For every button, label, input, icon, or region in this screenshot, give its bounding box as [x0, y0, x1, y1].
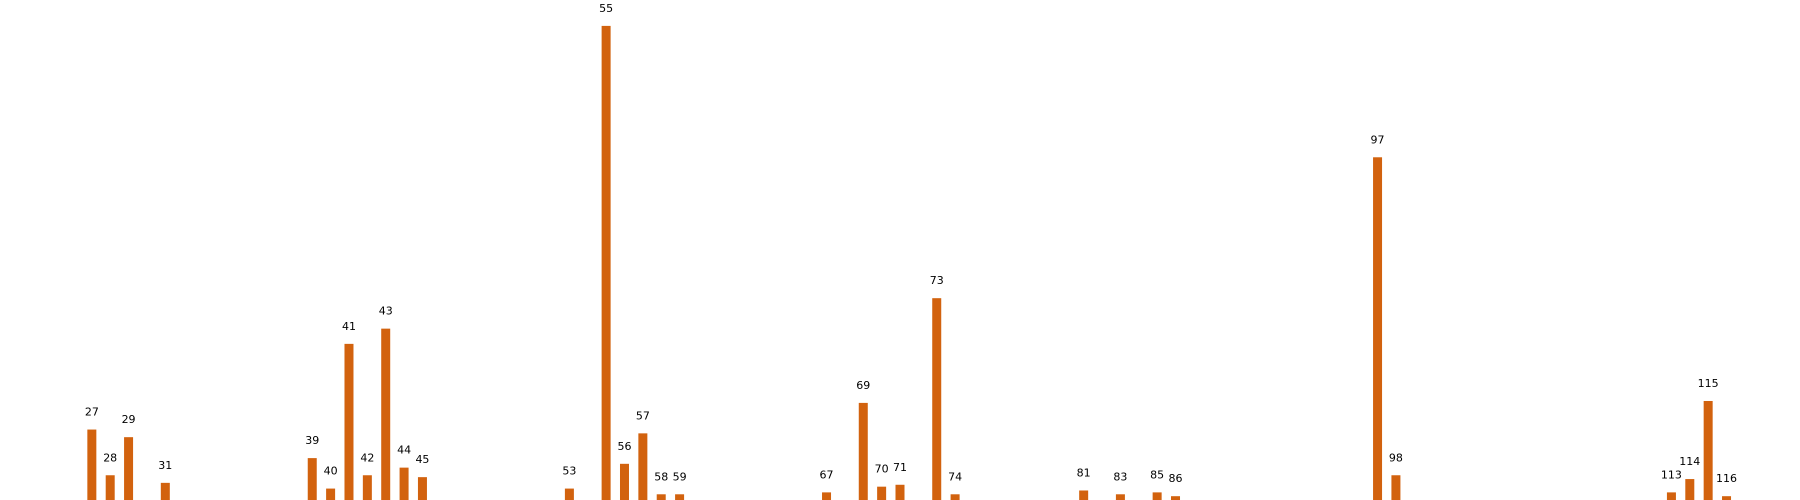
bar-label-42: 42: [360, 451, 374, 464]
bar-label-86: 86: [1169, 472, 1183, 485]
bar-label-113: 113: [1661, 468, 1682, 481]
bar-label-40: 40: [324, 465, 338, 478]
bar-27: [87, 429, 97, 500]
bar-28: [105, 475, 115, 500]
bar-58: [656, 494, 666, 500]
bar-label-45: 45: [415, 453, 429, 466]
bar-71: [895, 484, 905, 500]
bar-label-39: 39: [305, 434, 319, 447]
bar-labels-layer: 27 28 29 31 39 40 41 42 43 44 45 53 55 56 57 58 59 67 69 70…: [85, 2, 1737, 485]
bar-55: [601, 25, 611, 500]
bar-45: [417, 477, 427, 500]
bar-67: [822, 492, 832, 500]
bar-label-70: 70: [875, 463, 889, 476]
bar-114: [1685, 479, 1695, 500]
bar-label-116: 116: [1716, 472, 1737, 485]
bar-73: [932, 298, 942, 500]
bar-label-74: 74: [948, 470, 962, 483]
bar-41: [344, 343, 354, 500]
bar-label-55: 55: [599, 2, 613, 15]
bar-label-57: 57: [636, 409, 650, 422]
bar-label-56: 56: [617, 440, 631, 453]
bar-98: [1391, 475, 1401, 500]
bar-label-59: 59: [673, 470, 687, 483]
bar-label-31: 31: [158, 459, 172, 472]
bar-label-43: 43: [379, 305, 393, 318]
bar-86: [1171, 496, 1181, 500]
bar-42: [362, 475, 372, 500]
bar-label-44: 44: [397, 444, 411, 457]
bar-97: [1373, 157, 1383, 500]
bar-label-98: 98: [1389, 451, 1403, 464]
bar-label-114: 114: [1679, 455, 1700, 468]
bar-label-58: 58: [654, 470, 668, 483]
bar-74: [950, 494, 960, 500]
bar-label-27: 27: [85, 406, 99, 419]
bar-70: [877, 486, 887, 500]
bar-29: [124, 437, 134, 500]
bar-85: [1152, 492, 1162, 500]
bar-label-41: 41: [342, 320, 356, 333]
bar-label-53: 53: [562, 465, 576, 478]
bar-label-69: 69: [856, 379, 870, 392]
bar-83: [1115, 494, 1125, 500]
bar-57: [638, 433, 648, 500]
bar-59: [675, 494, 685, 500]
bar-40: [326, 488, 336, 500]
bar-56: [619, 463, 629, 500]
bar-label-71: 71: [893, 461, 907, 474]
bars-layer: [87, 25, 1732, 500]
bar-113: [1666, 492, 1676, 500]
bar-31: [160, 482, 170, 500]
bar-label-85: 85: [1150, 468, 1164, 481]
bar-44: [399, 467, 409, 500]
bar-43: [381, 328, 391, 500]
bar-115: [1703, 400, 1713, 500]
bar-39: [307, 458, 317, 500]
bar-53: [564, 488, 574, 500]
bar-116: [1722, 496, 1732, 500]
bar-label-83: 83: [1113, 470, 1127, 483]
bar-label-67: 67: [820, 468, 834, 481]
bar-label-81: 81: [1077, 466, 1091, 479]
bar-label-115: 115: [1698, 377, 1719, 390]
bar-label-73: 73: [930, 274, 944, 287]
bar-81: [1079, 490, 1089, 500]
bar-label-29: 29: [122, 413, 136, 426]
bar-label-97: 97: [1371, 133, 1385, 146]
bar-label-28: 28: [103, 451, 117, 464]
bar-69: [858, 402, 868, 500]
